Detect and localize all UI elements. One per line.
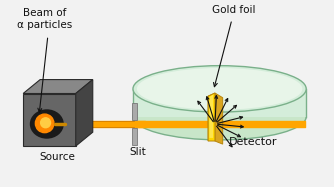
Ellipse shape	[137, 68, 302, 110]
Bar	[132, 103, 137, 120]
Ellipse shape	[133, 66, 306, 112]
Polygon shape	[23, 80, 93, 94]
Text: Beam of
α particles: Beam of α particles	[17, 8, 72, 30]
Polygon shape	[76, 80, 93, 146]
Bar	[133, 89, 306, 117]
Polygon shape	[208, 93, 215, 141]
Ellipse shape	[30, 109, 64, 139]
Text: Source: Source	[39, 152, 75, 162]
Text: Gold foil: Gold foil	[212, 5, 255, 15]
Text: Detector: Detector	[229, 137, 278, 147]
Ellipse shape	[133, 94, 306, 140]
Circle shape	[41, 118, 50, 128]
Polygon shape	[23, 94, 76, 146]
Text: Slit: Slit	[129, 147, 146, 157]
Bar	[132, 128, 137, 145]
Polygon shape	[209, 95, 213, 138]
Polygon shape	[208, 93, 215, 141]
Circle shape	[35, 114, 54, 133]
Polygon shape	[215, 93, 223, 144]
